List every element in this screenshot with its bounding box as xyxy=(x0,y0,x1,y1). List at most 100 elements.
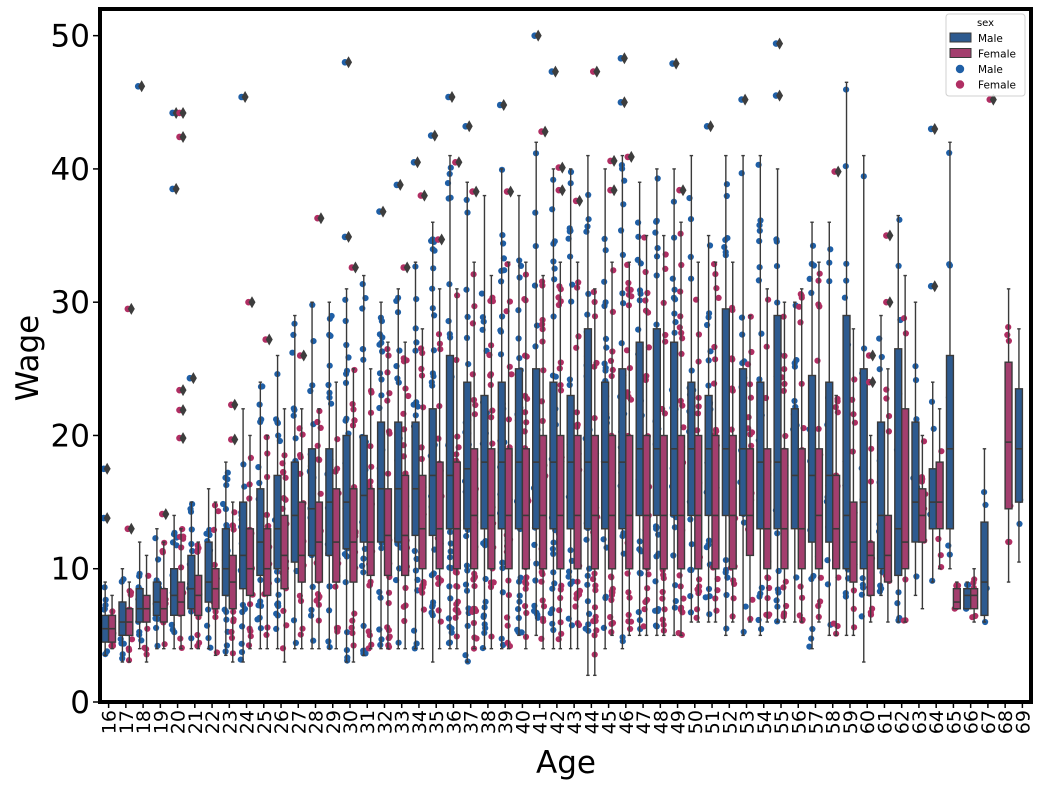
outlier-marker xyxy=(179,384,187,397)
data-point-male xyxy=(273,625,280,633)
data-point-female xyxy=(834,623,841,630)
box-female-38 xyxy=(487,448,496,570)
data-point-male xyxy=(342,296,349,303)
outlier-marker xyxy=(172,182,180,195)
outlier-marker xyxy=(265,333,273,346)
data-point-male xyxy=(842,590,849,597)
box-female-54 xyxy=(763,448,772,570)
data-point-male xyxy=(478,290,485,297)
box-male-36 xyxy=(445,354,455,530)
data-point-male xyxy=(601,278,608,285)
data-point-female xyxy=(625,279,632,287)
x-tick-label: 33 xyxy=(392,710,414,734)
data-point-male xyxy=(431,312,438,319)
data-point-female xyxy=(816,270,823,277)
data-point-male xyxy=(946,149,953,156)
box-female-48 xyxy=(659,434,668,570)
data-point-female xyxy=(659,588,666,596)
data-point-male xyxy=(152,615,159,622)
data-point-male xyxy=(378,318,385,325)
outlier-marker xyxy=(345,56,353,69)
data-point-female xyxy=(127,591,134,598)
x-tick-label: 60 xyxy=(857,710,879,734)
box-female-68 xyxy=(1004,361,1013,510)
x-tick-label: 45 xyxy=(599,710,621,734)
data-point-female xyxy=(299,625,306,632)
x-tick-label: 62 xyxy=(892,710,914,734)
data-point-female xyxy=(405,392,412,400)
data-point-female xyxy=(607,357,615,364)
data-point-female xyxy=(609,308,617,315)
box-female-44 xyxy=(590,434,600,570)
outlier-marker xyxy=(869,349,877,362)
data-point-female xyxy=(644,289,651,297)
box-male-18 xyxy=(135,588,144,623)
data-point-male xyxy=(894,600,901,607)
data-point-female xyxy=(851,376,858,383)
outlier-marker xyxy=(127,522,135,535)
x-tick-label: 50 xyxy=(685,710,707,734)
data-point-female xyxy=(435,574,442,582)
legend-label: Female xyxy=(978,49,1016,61)
x-tick-label: 54 xyxy=(754,710,776,734)
x-tick-label: 48 xyxy=(650,710,672,734)
data-point-female xyxy=(400,358,408,365)
data-point-male xyxy=(742,603,749,610)
data-point-female xyxy=(385,627,392,634)
box-female-64 xyxy=(935,461,944,530)
data-point-female xyxy=(489,440,496,447)
box-female-42 xyxy=(556,434,565,570)
data-point-male xyxy=(946,261,953,268)
data-point-female xyxy=(351,366,358,374)
data-point-male xyxy=(463,286,470,293)
x-tick-label: 58 xyxy=(823,710,845,734)
data-point-male xyxy=(445,195,452,202)
data-point-male xyxy=(878,353,885,361)
data-point-female xyxy=(334,628,341,635)
x-tick-label: 65 xyxy=(943,710,965,734)
data-point-female xyxy=(504,622,511,629)
box-male-25 xyxy=(256,488,265,577)
box-male-24 xyxy=(238,501,248,590)
box-female-51 xyxy=(711,434,720,570)
outlier-marker xyxy=(103,512,111,525)
outlier-marker xyxy=(241,90,249,103)
data-point-female xyxy=(228,634,236,642)
legend: sex Male Female Male Female xyxy=(945,13,1026,97)
x-tick-label: 61 xyxy=(874,710,896,734)
data-point-male xyxy=(482,598,489,605)
data-point-male xyxy=(497,327,504,334)
data-point-male xyxy=(551,580,558,587)
data-point-female xyxy=(555,301,563,309)
outlier-marker xyxy=(448,90,456,103)
outlier-marker xyxy=(834,165,842,178)
data-point-male xyxy=(223,642,230,649)
data-point-male xyxy=(876,366,883,373)
data-point-female xyxy=(815,602,822,610)
data-point-female xyxy=(351,417,358,424)
outlier-marker xyxy=(431,129,439,142)
boxes-layer xyxy=(100,29,1024,677)
box-male-37 xyxy=(463,381,472,530)
legend-title: sex xyxy=(977,18,994,29)
data-point-female xyxy=(814,357,821,364)
box-male-57 xyxy=(807,374,817,543)
data-point-female xyxy=(506,363,513,370)
x-tick-label: 17 xyxy=(116,710,138,734)
data-point-male xyxy=(463,533,470,540)
x-tick-label: 21 xyxy=(185,710,207,734)
outlier-marker xyxy=(610,184,618,197)
data-point-male xyxy=(773,236,780,243)
data-point-male xyxy=(913,573,920,580)
data-point-male xyxy=(344,654,351,661)
data-point-female xyxy=(540,603,548,610)
data-point-female xyxy=(349,617,356,624)
box-female-19 xyxy=(159,588,168,623)
data-point-female xyxy=(937,552,944,559)
data-point-male xyxy=(568,622,576,629)
box-male-49 xyxy=(670,341,679,517)
data-point-male xyxy=(500,240,507,247)
box-male-65 xyxy=(945,354,955,530)
data-point-male xyxy=(497,351,505,358)
data-point-male xyxy=(930,425,937,432)
